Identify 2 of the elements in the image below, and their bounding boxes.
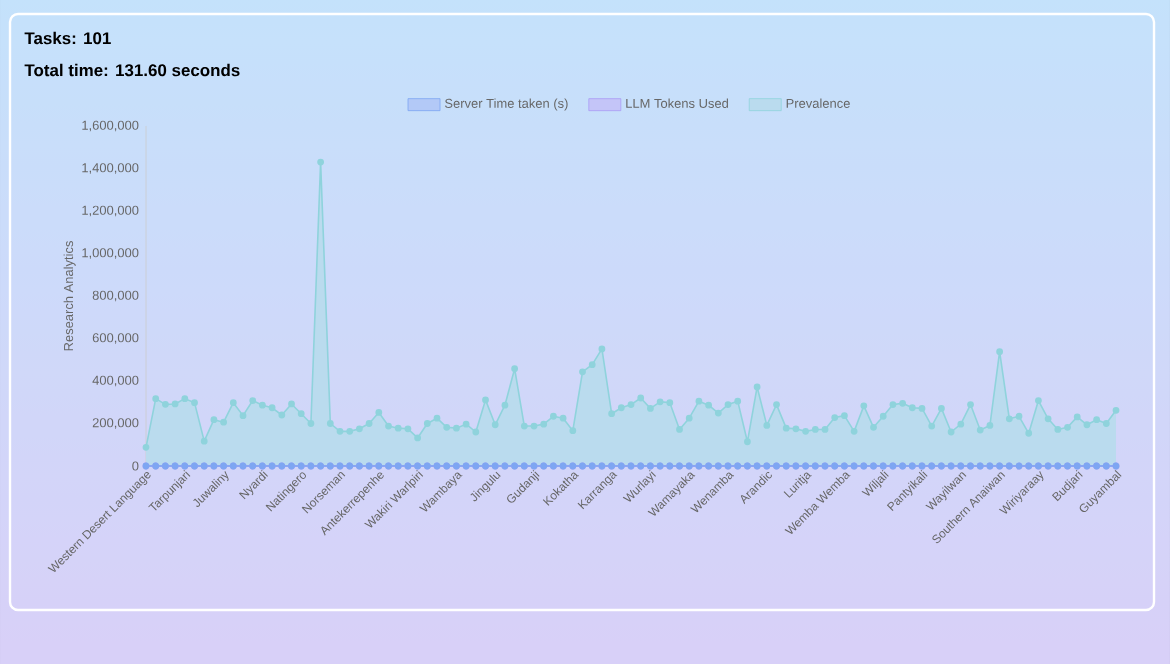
- chart-subtitle: Total time: 131.60 seconds: [24, 63, 240, 77]
- chart-title: Tasks: 101: [24, 31, 111, 45]
